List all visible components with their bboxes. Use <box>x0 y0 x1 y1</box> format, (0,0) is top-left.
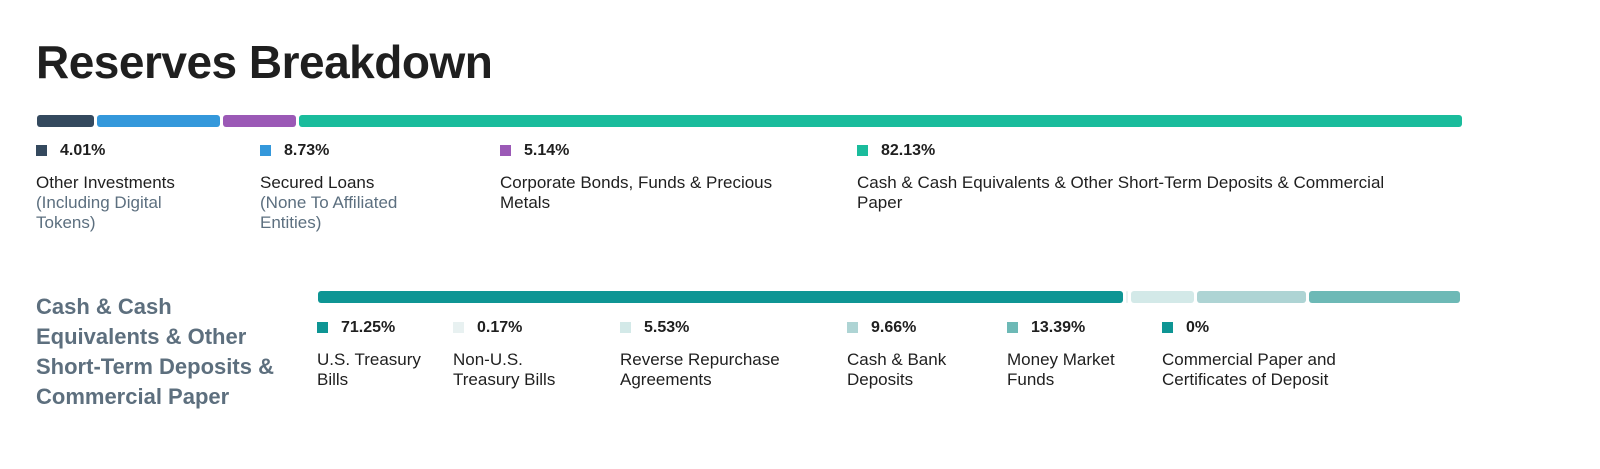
legend-label: Cash & Cash Equivalents & Other Short-Te… <box>857 173 1385 212</box>
cash-bar-segment-4 <box>1308 291 1460 303</box>
legend-percent: 0% <box>1186 319 1210 336</box>
legend-sublabel: (None To Affiliated Entities) <box>260 193 398 232</box>
legend-label: Other Investments <box>36 173 175 192</box>
legend-percent: 0.17% <box>477 319 523 336</box>
legend-label: Money Market Funds <box>1007 350 1115 389</box>
legend-percent: 71.25% <box>341 319 396 336</box>
legend-label: Reverse Repurchase Agreements <box>620 350 780 389</box>
reserves-bar-segment-2 <box>223 115 297 127</box>
legend-swatch <box>857 145 868 156</box>
legend-label: Non-U.S. Treasury Bills <box>453 350 556 389</box>
legend-label: Commercial Paper and Certificates of Dep… <box>1162 350 1336 389</box>
legend-swatch <box>1007 322 1018 333</box>
legend-label: Corporate Bonds, Funds & Precious Metals <box>500 173 773 212</box>
legend-swatch <box>36 145 47 156</box>
legend-label: Secured Loans <box>260 173 375 192</box>
cash-bar-segment-1 <box>1126 291 1129 303</box>
reserves-bar-segment-3 <box>299 115 1462 127</box>
legend-sublabel: (Including Digital Tokens) <box>36 193 162 232</box>
legend-swatch <box>847 322 858 333</box>
cash-bar-segment-2 <box>1131 291 1194 303</box>
legend-percent: 13.39% <box>1031 319 1086 336</box>
legend-percent: 8.73% <box>284 142 330 159</box>
cash-equivalents-stacked-bar <box>318 291 1460 303</box>
legend-swatch <box>453 322 464 333</box>
legend-percent: 9.66% <box>871 319 917 336</box>
page-title: Reserves Breakdown <box>36 36 493 88</box>
legend-label: Cash & Bank Deposits <box>847 350 947 389</box>
legend-percent: 5.14% <box>524 142 570 159</box>
sub-breakdown-title: Cash & Cash Equivalents & Other Short-Te… <box>36 294 274 409</box>
legend-swatch <box>500 145 511 156</box>
legend-swatch <box>1162 322 1173 333</box>
legend-swatch <box>317 322 328 333</box>
legend-swatch <box>620 322 631 333</box>
legend-percent: 5.53% <box>644 319 690 336</box>
cash-bar-segment-0 <box>318 291 1124 303</box>
cash-bar-segment-3 <box>1196 291 1306 303</box>
legend-swatch <box>260 145 271 156</box>
reserves-bar-segment-0 <box>37 115 94 127</box>
legend-label: U.S. Treasury Bills <box>317 350 421 389</box>
legend-percent: 4.01% <box>60 142 106 159</box>
reserves-stacked-bar <box>37 115 1462 127</box>
legend-percent: 82.13% <box>881 142 936 159</box>
reserves-bar-segment-1 <box>96 115 221 127</box>
